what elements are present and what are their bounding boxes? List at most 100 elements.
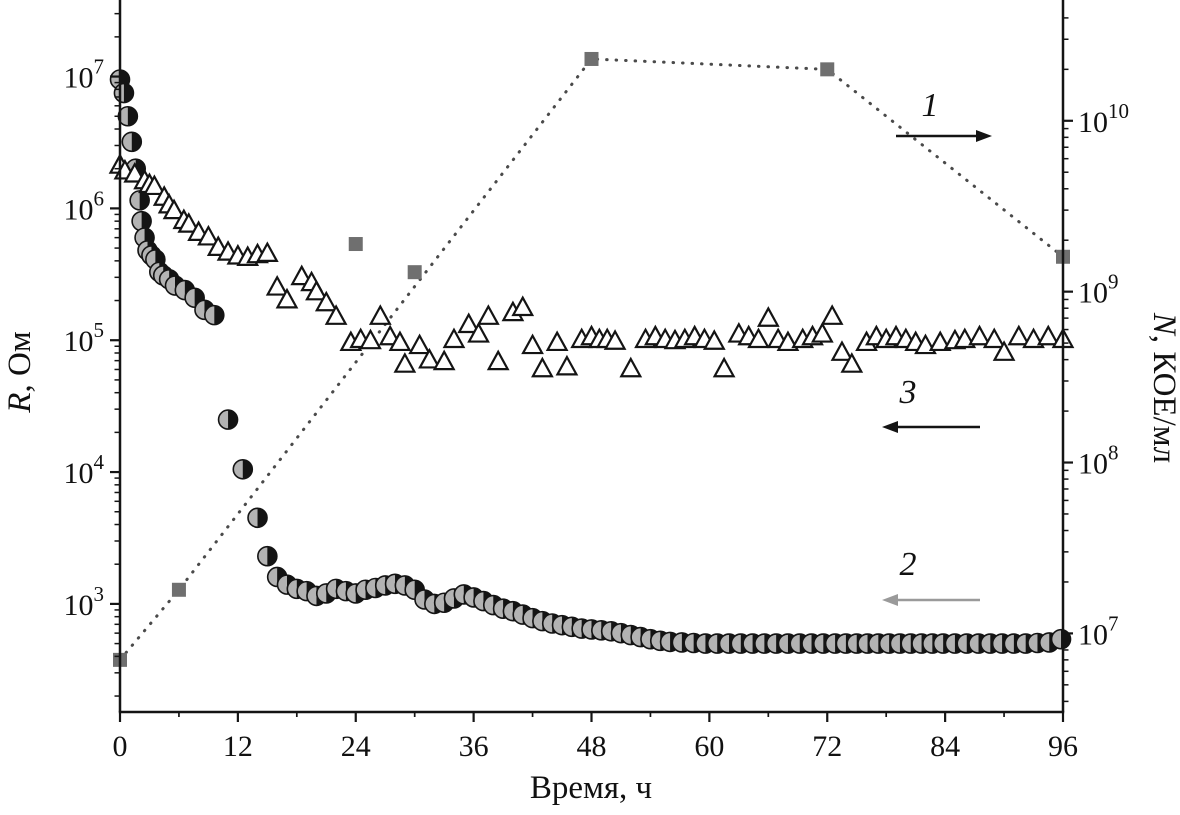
series-2-point (247, 507, 268, 529)
triangle-marker (982, 327, 1006, 349)
left-axis-tick-exponent: 7 (94, 55, 105, 79)
left-axis-tick-base: 10 (64, 62, 94, 95)
x-tick-label: 84 (930, 730, 960, 763)
series-2-point (232, 458, 254, 480)
series-2-point (257, 545, 278, 567)
series-3-point (143, 174, 166, 196)
left-axis-tick-label: 103 (64, 582, 105, 622)
series-3-point (324, 304, 348, 325)
series-3-point (928, 330, 952, 352)
series-3-point (820, 304, 844, 325)
half-circle-marker-outline (247, 507, 268, 529)
half-circle-marker-right (139, 190, 150, 210)
half-circle-marker-outline (217, 409, 239, 430)
triangle-marker (359, 328, 382, 350)
right-axis-title-variable: N (1146, 312, 1180, 337)
triangle-marker (197, 224, 220, 246)
triangle-marker (418, 347, 441, 369)
right-axis-tick-base: 10 (1078, 277, 1108, 310)
triangle-marker (747, 327, 770, 349)
x-tick-label: 48 (577, 730, 607, 763)
series-3-point (712, 356, 736, 378)
series-3-point (1022, 327, 1045, 349)
series-3-point (359, 328, 382, 350)
triangle-marker (820, 304, 844, 325)
triangle-marker (143, 174, 166, 196)
half-circle-marker-outline (1050, 628, 1072, 650)
series-3-point (177, 212, 201, 233)
triangle-marker (314, 290, 338, 312)
triangle-marker (388, 330, 412, 352)
series-3-point (457, 312, 481, 334)
left-axis-title: R, Ом (2, 331, 38, 414)
x-tick-label: 0 (113, 730, 128, 763)
annotation-arrow-head-2 (882, 594, 898, 606)
left-axis-title-variable: R (2, 393, 38, 414)
triangle-marker (928, 330, 952, 352)
series-3-point (255, 241, 279, 263)
triangle-marker (702, 329, 726, 350)
series-3-point (756, 306, 780, 327)
axes-layer: 0 12 24 36 48 60 72 84 9610310410510610710710810… (64, 0, 1129, 763)
series-3-point (393, 352, 417, 373)
triangle-marker (368, 304, 392, 325)
triangle-marker (953, 327, 977, 349)
square-marker (348, 237, 363, 252)
series-3-point (477, 304, 500, 325)
series-3-point (197, 224, 220, 246)
half-circle-marker-outline (113, 82, 135, 104)
square-marker (820, 62, 835, 77)
right-axis-tick-base: 10 (1078, 618, 1108, 651)
x-tick-label: 12 (223, 730, 253, 763)
right-axis-tick-exponent: 8 (1108, 441, 1119, 465)
series-3-point (511, 295, 535, 317)
right-axis-title: N, КОЕ/мл (1146, 312, 1180, 463)
triangle-marker (619, 356, 643, 378)
left-axis-title-units: , Ом (2, 331, 38, 392)
series-1-point (584, 51, 599, 66)
series-3-point (810, 321, 834, 343)
triangle-marker (1007, 324, 1031, 346)
half-circle-marker-outline (204, 304, 225, 326)
series-3-point (619, 356, 643, 378)
half-circle-marker-right (242, 459, 253, 479)
series-3-point (432, 349, 456, 371)
half-circle-marker-right (131, 132, 142, 152)
right-axis-tick-exponent: 9 (1108, 270, 1119, 294)
half-circle-marker-right (257, 508, 268, 528)
x-axis-title: Время, ч (530, 770, 652, 806)
series-3-point (1036, 324, 1060, 346)
annotation-label-1: 1 (922, 87, 939, 124)
series-3-point (747, 327, 770, 349)
series-3-point (486, 349, 510, 371)
series-3-point (123, 161, 147, 183)
triangle-marker (162, 198, 186, 220)
triangle-marker (442, 327, 466, 349)
series-3-point (555, 354, 579, 376)
series-3-point (368, 304, 392, 325)
series-3-point (953, 327, 977, 349)
right-axis-tick-label: 109 (1078, 270, 1119, 310)
triangle-marker (477, 304, 500, 325)
left-axis-tick-exponent: 3 (94, 582, 105, 606)
left-axis-tick-base: 10 (64, 193, 94, 226)
series-3-point (290, 264, 314, 286)
series-3-point (418, 347, 441, 369)
series-3-point (521, 333, 544, 355)
triangle-marker (290, 264, 314, 286)
left-axis-tick-label: 107 (64, 55, 105, 95)
triangle-marker (830, 340, 854, 361)
series-3-point (702, 329, 726, 350)
triangle-marker (486, 349, 510, 371)
triangle-marker (511, 295, 535, 317)
triangle-marker (393, 352, 417, 373)
x-tick-label: 96 (1048, 730, 1078, 763)
series-3-point (982, 327, 1006, 349)
triangle-marker (408, 333, 431, 355)
triangle-marker (457, 312, 481, 334)
series-3-point (531, 356, 554, 378)
x-tick-label: 72 (812, 730, 842, 763)
square-marker (407, 265, 422, 280)
right-axis-title-units: , КОЕ/мл (1146, 335, 1180, 463)
